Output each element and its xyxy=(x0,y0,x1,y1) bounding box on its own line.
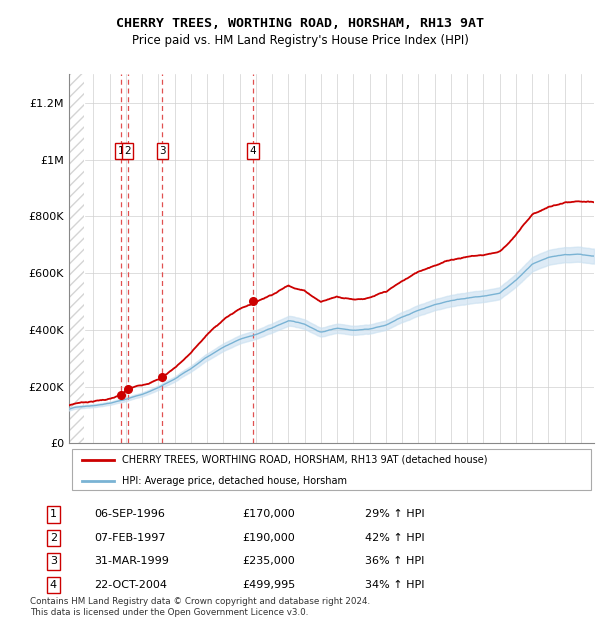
Text: 3: 3 xyxy=(50,557,57,567)
Text: CHERRY TREES, WORTHING ROAD, HORSHAM, RH13 9AT: CHERRY TREES, WORTHING ROAD, HORSHAM, RH… xyxy=(116,17,484,30)
Text: £499,995: £499,995 xyxy=(242,580,295,590)
Text: 4: 4 xyxy=(250,146,256,156)
Text: 29% ↑ HPI: 29% ↑ HPI xyxy=(365,510,424,520)
Text: 42% ↑ HPI: 42% ↑ HPI xyxy=(365,533,424,543)
Text: HPI: Average price, detached house, Horsham: HPI: Average price, detached house, Hors… xyxy=(121,476,347,485)
Text: 2: 2 xyxy=(124,146,131,156)
Text: £170,000: £170,000 xyxy=(242,510,295,520)
Text: £190,000: £190,000 xyxy=(242,533,295,543)
Text: 4: 4 xyxy=(50,580,57,590)
Text: £235,000: £235,000 xyxy=(242,557,295,567)
Text: Price paid vs. HM Land Registry's House Price Index (HPI): Price paid vs. HM Land Registry's House … xyxy=(131,34,469,47)
FancyBboxPatch shape xyxy=(71,449,592,490)
Text: Contains HM Land Registry data © Crown copyright and database right 2024.: Contains HM Land Registry data © Crown c… xyxy=(30,597,370,606)
Text: 07-FEB-1997: 07-FEB-1997 xyxy=(94,533,166,543)
Text: 1: 1 xyxy=(50,510,57,520)
Text: 1: 1 xyxy=(118,146,124,156)
Text: 3: 3 xyxy=(159,146,166,156)
Text: 2: 2 xyxy=(50,533,57,543)
Text: This data is licensed under the Open Government Licence v3.0.: This data is licensed under the Open Gov… xyxy=(30,608,308,617)
Text: 06-SEP-1996: 06-SEP-1996 xyxy=(94,510,165,520)
Text: 36% ↑ HPI: 36% ↑ HPI xyxy=(365,557,424,567)
Bar xyxy=(69,74,84,443)
Text: 22-OCT-2004: 22-OCT-2004 xyxy=(94,580,167,590)
Text: 31-MAR-1999: 31-MAR-1999 xyxy=(94,557,169,567)
Bar xyxy=(69,74,84,443)
Text: CHERRY TREES, WORTHING ROAD, HORSHAM, RH13 9AT (detached house): CHERRY TREES, WORTHING ROAD, HORSHAM, RH… xyxy=(121,454,487,464)
Text: 34% ↑ HPI: 34% ↑ HPI xyxy=(365,580,424,590)
